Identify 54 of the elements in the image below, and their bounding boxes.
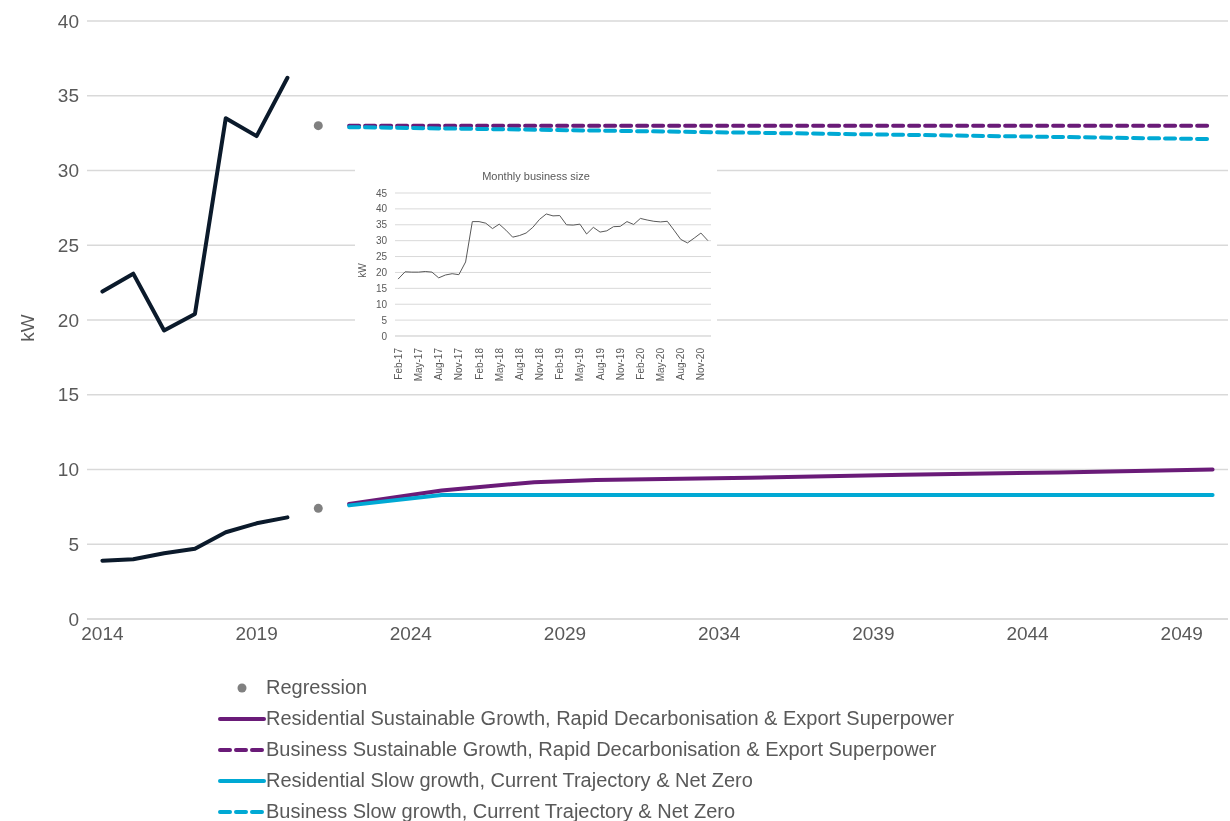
y-tick-label: 10 xyxy=(375,298,388,310)
y-tick-label: 5 xyxy=(68,533,79,555)
y-tick-label: 10 xyxy=(57,459,79,481)
chart-title: Monthly business size xyxy=(481,170,591,182)
y-tick-label: 0 xyxy=(68,608,79,630)
y-tick-label: 25 xyxy=(57,234,79,256)
y-tick-label: 40 xyxy=(375,203,388,215)
x-tick-label: May-19 xyxy=(574,347,586,382)
x-tick-label: 2034 xyxy=(698,623,741,645)
y-tick-label: 20 xyxy=(375,266,388,278)
y-axis-title: kW xyxy=(17,314,39,342)
x-tick-label: Nov-20 xyxy=(695,347,707,381)
x-tick-label: 2014 xyxy=(81,623,124,645)
x-tick-label: 2024 xyxy=(389,623,433,645)
y-tick-label: 30 xyxy=(375,235,388,247)
y-tick-label: 5 xyxy=(381,314,388,326)
legend-label: Residential Sustainable Growth, Rapid Decarbonisation & Export Superpower xyxy=(266,707,955,730)
y-axis-title: kW xyxy=(356,263,368,278)
x-tick-label: 2019 xyxy=(235,623,278,645)
x-tick-label: Feb-19 xyxy=(554,347,566,380)
legend-label: Business Sustainable Growth, Rapid Decarbonisation & Export Superpower xyxy=(266,738,937,761)
x-tick-label: Nov-19 xyxy=(614,347,626,381)
line-series xyxy=(347,467,1215,506)
y-tick-label: 0 xyxy=(381,330,388,342)
x-tick-label: May-20 xyxy=(655,347,667,382)
x-tick-label: Feb-20 xyxy=(634,347,646,380)
y-tick-label: 25 xyxy=(375,251,388,263)
x-tick-label: 2029 xyxy=(543,623,587,645)
x-tick-label: Feb-17 xyxy=(392,347,404,380)
x-tick-label: May-18 xyxy=(493,347,505,382)
legend-label: Residential Slow growth, Current Trajectory & Net Zero xyxy=(266,769,753,792)
x-tick-label: May-17 xyxy=(413,347,425,382)
line-series xyxy=(100,515,290,563)
x-tick-label: 2039 xyxy=(852,623,895,645)
y-tick-label: 35 xyxy=(375,219,388,231)
y-tick-label: 40 xyxy=(57,10,79,32)
x-tick-label: Aug-17 xyxy=(433,347,445,381)
y-tick-label: 15 xyxy=(375,282,388,294)
x-tick-label: Nov-18 xyxy=(534,347,546,381)
x-tick-label: Feb-18 xyxy=(473,347,485,380)
line-series xyxy=(397,213,709,280)
x-tick-label: 2049 xyxy=(1160,623,1203,645)
y-tick-label: 35 xyxy=(57,85,79,107)
x-tick-label: Aug-18 xyxy=(513,347,525,381)
x-tick-label: Aug-19 xyxy=(594,347,606,381)
line-series xyxy=(100,75,290,333)
y-tick-label: 45 xyxy=(375,187,388,199)
y-tick-label: 30 xyxy=(57,160,79,182)
x-tick-label: Nov-17 xyxy=(453,347,465,381)
x-tick-label: Aug-20 xyxy=(675,347,687,381)
x-tick-label: 2044 xyxy=(1006,623,1050,645)
y-tick-label: 15 xyxy=(57,384,79,406)
y-tick-label: 20 xyxy=(57,309,79,331)
legend-label: Regression xyxy=(266,676,368,699)
